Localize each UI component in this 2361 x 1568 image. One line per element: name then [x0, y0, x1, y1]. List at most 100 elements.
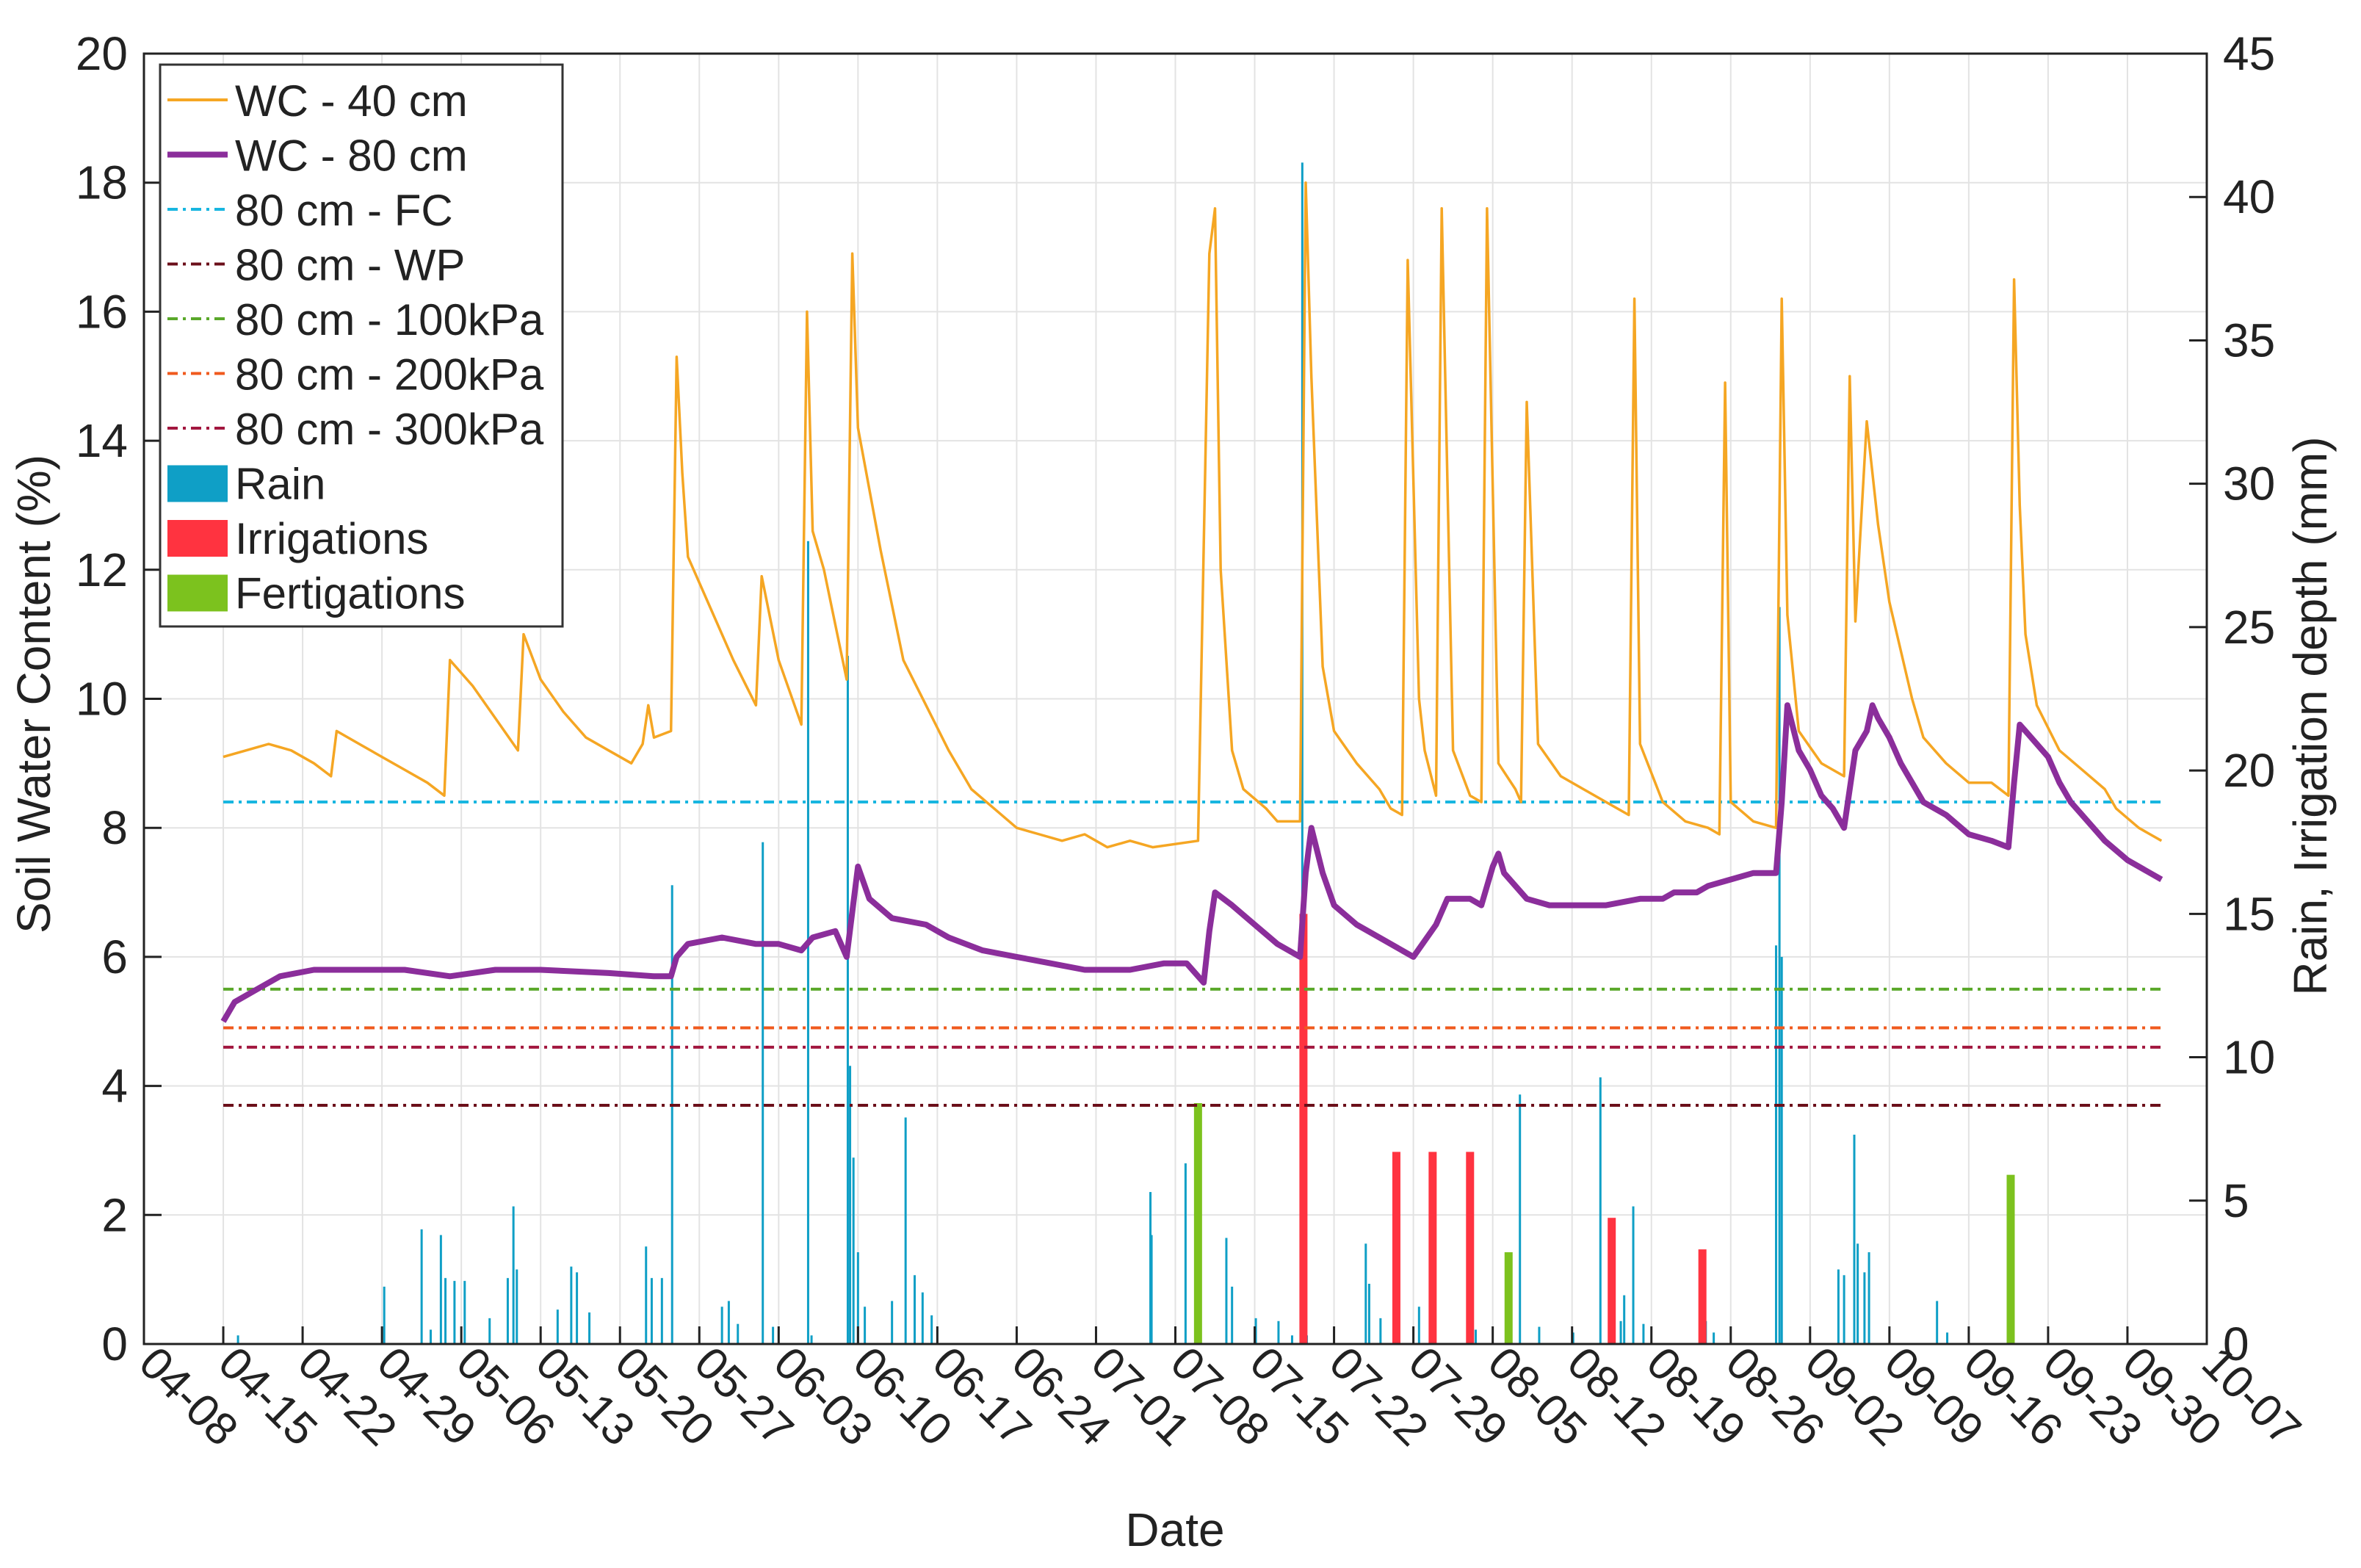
- reference-lines: [223, 801, 2162, 1107]
- y-tick-label: 0: [101, 1318, 128, 1370]
- rain-bar: [1946, 1332, 1949, 1344]
- rain-bar: [650, 1278, 653, 1344]
- rain-bar: [1619, 1320, 1622, 1344]
- y-axis-label: Soil Water Content (%): [7, 455, 60, 933]
- rain-bar: [453, 1281, 456, 1344]
- rain-bar: [1780, 956, 1783, 1344]
- y-tick-label: 16: [76, 285, 128, 338]
- irr-bar: [1299, 914, 1308, 1344]
- rain-bar: [1837, 1269, 1840, 1344]
- legend-label-wc80: WC - 80 cm: [235, 131, 468, 181]
- rain-bar: [488, 1318, 491, 1344]
- rain-bar: [463, 1281, 466, 1344]
- rain-bar: [1231, 1286, 1234, 1344]
- rain-bar: [1475, 1329, 1478, 1344]
- rain-bar: [904, 1117, 907, 1344]
- rain-bar: [852, 1157, 855, 1344]
- rain-bar: [383, 1286, 386, 1344]
- rain-bar: [846, 655, 849, 1344]
- rain-bar: [1868, 1252, 1870, 1344]
- rain-bar: [1936, 1301, 1939, 1344]
- rain-bar: [1778, 607, 1781, 1344]
- y2-tick-label: 20: [2223, 744, 2275, 797]
- rain-bar: [849, 1066, 852, 1344]
- rain-bar: [444, 1278, 447, 1344]
- rain-bar: [864, 1307, 867, 1344]
- rain-bar: [1863, 1272, 1866, 1344]
- rain-bar: [1277, 1320, 1280, 1344]
- rain-bar: [727, 1301, 730, 1344]
- y2-axis-label: Rain, Irrigation depth (mm): [2284, 436, 2337, 995]
- fert-bar: [1193, 1103, 1202, 1344]
- legend-label-irr: Irrigations: [235, 514, 428, 563]
- legend-label-fert: Fertigations: [235, 569, 465, 618]
- y2-tick-label: 40: [2223, 170, 2275, 223]
- y2-tick-label: 5: [2223, 1174, 2249, 1227]
- rain-bar: [429, 1329, 432, 1344]
- y-tick-label: 8: [101, 801, 128, 854]
- rain-bar: [914, 1275, 916, 1344]
- legend-swatch-irr: [167, 520, 228, 557]
- rain-bar: [1367, 1284, 1370, 1344]
- rain-bar: [921, 1292, 924, 1344]
- legend-swatch-rain: [167, 465, 228, 502]
- rain-bar: [1290, 1335, 1293, 1344]
- y2-tick-label: 0: [2223, 1318, 2249, 1370]
- y2-tick-label: 15: [2223, 887, 2275, 940]
- rain-bar: [1856, 1243, 1859, 1344]
- rain-bar: [570, 1266, 573, 1344]
- x-axis-label: Date: [1125, 1503, 1224, 1556]
- y-tick-label: 10: [76, 673, 128, 726]
- y2-tick-label: 25: [2223, 601, 2275, 654]
- legend-label-fc: 80 cm - FC: [235, 186, 453, 235]
- y-tick-label: 20: [76, 27, 128, 80]
- rain-bar: [1775, 945, 1778, 1344]
- wc40-line: [223, 181, 2163, 849]
- legend-label-p100: 80 cm - 100kPa: [235, 295, 544, 344]
- rain-bar: [1853, 1134, 1856, 1344]
- rain-bar: [1150, 1235, 1153, 1344]
- y2-tick-label: 35: [2223, 314, 2275, 366]
- y2-tick-label: 30: [2223, 458, 2275, 510]
- irr-bar: [1392, 1152, 1400, 1344]
- y-tick-label: 12: [76, 543, 128, 596]
- rain-bar: [1642, 1323, 1645, 1344]
- rain-bar: [720, 1307, 723, 1344]
- rain-bar: [512, 1206, 515, 1344]
- y-tick-label: 18: [76, 156, 128, 209]
- rain-bar: [645, 1246, 648, 1344]
- rain-bar: [772, 1326, 775, 1344]
- rain-bar: [420, 1229, 423, 1344]
- rain-bar: [1623, 1295, 1626, 1344]
- rain-bar: [556, 1309, 559, 1344]
- legend-label-p200: 80 cm - 200kPa: [235, 350, 544, 400]
- irr-bar: [1608, 1218, 1616, 1344]
- irr-bar: [1698, 1249, 1707, 1344]
- fert-bar: [1504, 1252, 1513, 1344]
- rain-bar: [1184, 1163, 1187, 1344]
- rain-bar: [1599, 1077, 1602, 1344]
- fert-bar: [2006, 1174, 2015, 1344]
- rain-bar: [810, 1335, 813, 1344]
- rain-bar: [576, 1272, 579, 1344]
- rain-bar: [1149, 1192, 1152, 1344]
- rain-bar: [1254, 1318, 1257, 1344]
- rain-bar: [1364, 1243, 1367, 1344]
- rain-bar: [588, 1312, 591, 1344]
- y-tick-label: 6: [101, 931, 128, 983]
- wc80-line: [220, 702, 2163, 1023]
- rain-bar: [762, 842, 764, 1344]
- rain-bar: [660, 1278, 663, 1344]
- rain-bar: [439, 1235, 442, 1344]
- irr-bar: [1466, 1152, 1475, 1344]
- rain-bar: [506, 1278, 509, 1344]
- rain-bar: [516, 1269, 518, 1344]
- rain-bar: [1632, 1206, 1635, 1344]
- rain-bar: [891, 1301, 894, 1344]
- rain-bar: [1417, 1307, 1420, 1344]
- rain-bar: [930, 1315, 933, 1344]
- y2-tick-label: 10: [2223, 1031, 2275, 1084]
- legend-swatch-fert: [167, 574, 228, 612]
